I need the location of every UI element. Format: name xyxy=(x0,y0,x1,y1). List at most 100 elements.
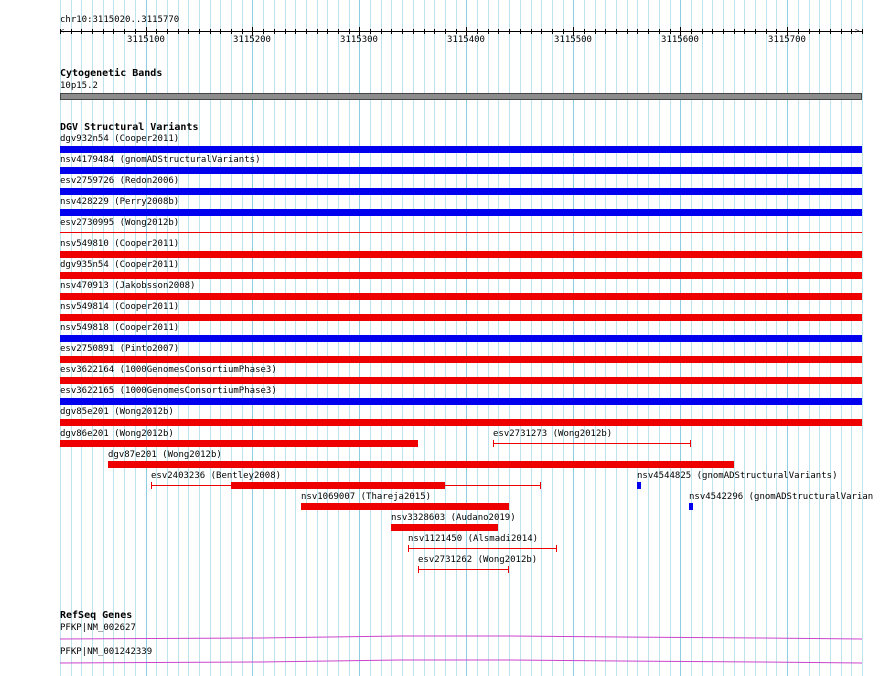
dgv-feature-bar[interactable] xyxy=(60,293,862,300)
dgv-feature-label: esv2731273 (Wong2012b) xyxy=(493,429,613,439)
ruler-minor-tick xyxy=(830,29,831,34)
ruler-minor-tick xyxy=(285,29,286,34)
ruler-minor-tick xyxy=(274,29,275,34)
dgv-feature-bar[interactable] xyxy=(108,461,734,468)
region-label: chr10:3115020..3115770 xyxy=(60,15,180,25)
dgv-feature-label: nsv3328603 (Audano2019) xyxy=(391,513,516,523)
dgv-feature-label: nsv549810 (Cooper2011) xyxy=(60,239,180,249)
ruler-minor-tick xyxy=(124,29,125,34)
ruler-minor-tick xyxy=(135,29,136,34)
dgv-track-title: DGV Structural Variants xyxy=(60,122,199,133)
dgv-feature-bar[interactable] xyxy=(60,251,862,258)
ruler-minor-tick xyxy=(424,29,425,34)
dgv-feature-cap xyxy=(540,482,541,489)
dgv-feature-bar[interactable] xyxy=(60,356,862,363)
ruler-minor-tick xyxy=(263,29,264,34)
dgv-feature-label: nsv1121450 (Alsmadi2014) xyxy=(408,534,539,544)
ruler-minor-tick xyxy=(167,29,168,34)
dgv-feature-bar[interactable] xyxy=(60,419,862,426)
ruler-minor-tick xyxy=(381,29,382,34)
ruler-minor-tick xyxy=(627,29,628,34)
ruler-minor-tick xyxy=(103,29,104,34)
dgv-feature-whisker[interactable] xyxy=(418,569,509,570)
dgv-feature-label: esv3622164 (1000GenomesConsortiumPhase3) xyxy=(60,365,277,375)
ruler-minor-tick xyxy=(595,29,596,34)
gene-intron-line xyxy=(60,635,862,640)
dgv-feature-label: nsv549818 (Cooper2011) xyxy=(60,323,180,333)
dgv-feature-bar[interactable] xyxy=(60,440,418,447)
dgv-feature-bar[interactable] xyxy=(60,335,862,342)
ruler-minor-tick xyxy=(541,29,542,34)
ruler-major-tick xyxy=(146,27,147,36)
dgv-feature-bar[interactable] xyxy=(60,188,862,195)
gene-intron-line xyxy=(60,659,862,664)
ruler-major-tick xyxy=(680,27,681,36)
dgv-feature-bar[interactable] xyxy=(60,232,862,233)
ruler-minor-tick xyxy=(841,29,842,34)
ruler-minor-tick xyxy=(370,29,371,34)
dgv-feature-label: dgv86e201 (Wong2012b) xyxy=(60,429,174,439)
ruler-minor-tick xyxy=(563,29,564,34)
ruler-minor-tick xyxy=(605,29,606,34)
dgv-feature-bar[interactable] xyxy=(60,377,862,384)
dgv-feature-bar[interactable] xyxy=(60,146,862,153)
dgv-feature-bar[interactable] xyxy=(60,167,862,174)
dgv-feature-whisker[interactable] xyxy=(493,443,691,444)
gene-label: PFKP|NM_002627 xyxy=(60,623,136,633)
dgv-feature-label: esv2731262 (Wong2012b) xyxy=(418,555,538,565)
ruler-minor-tick xyxy=(819,29,820,34)
ruler-minor-tick xyxy=(317,29,318,34)
ruler-minor-tick xyxy=(199,29,200,34)
ruler-minor-tick xyxy=(413,29,414,34)
dgv-feature-label: nsv428229 (Perry2008b) xyxy=(60,197,180,207)
ruler-minor-tick xyxy=(327,29,328,34)
cytoband-bar[interactable] xyxy=(60,93,862,100)
ruler-minor-tick xyxy=(776,29,777,34)
dgv-feature-bar[interactable] xyxy=(60,272,862,279)
ruler-major-tick xyxy=(466,27,467,36)
ruler-tick-label: 3115700 xyxy=(768,35,806,45)
gene-model[interactable] xyxy=(60,633,862,641)
dgv-feature-label: esv2759726 (Redon2006) xyxy=(60,176,180,186)
ruler-minor-tick xyxy=(178,29,179,34)
ruler-minor-tick xyxy=(531,29,532,34)
gene-model[interactable] xyxy=(60,657,862,665)
ruler-minor-tick xyxy=(584,29,585,34)
ruler-minor-tick xyxy=(691,29,692,34)
ruler-minor-tick xyxy=(659,29,660,34)
dgv-feature-bar[interactable] xyxy=(60,398,862,405)
dgv-feature-bar[interactable] xyxy=(60,209,862,216)
ruler-minor-tick xyxy=(92,29,93,34)
ruler-minor-tick xyxy=(723,29,724,34)
dgv-feature-label: nsv4544825 (gnomADStructuralVariants) xyxy=(637,471,838,481)
dgv-feature-bar[interactable] xyxy=(391,524,498,531)
ruler-minor-tick xyxy=(744,29,745,34)
ruler-minor-tick xyxy=(755,29,756,34)
dgv-feature-bar[interactable] xyxy=(301,503,509,510)
dgv-feature-label: dgv932n54 (Cooper2011) xyxy=(60,134,180,144)
dgv-feature-bar[interactable] xyxy=(60,314,862,321)
dgv-feature-label: esv2730995 (Wong2012b) xyxy=(60,218,180,228)
dgv-feature-bar[interactable] xyxy=(689,503,693,510)
dgv-feature-bar[interactable] xyxy=(637,482,641,489)
dgv-feature-cap xyxy=(408,545,409,552)
ruler-minor-tick xyxy=(349,29,350,34)
dgv-feature-cap xyxy=(418,566,419,573)
ruler-minor-tick xyxy=(113,29,114,34)
ruler-minor-tick xyxy=(488,29,489,34)
dgv-feature-core[interactable] xyxy=(231,482,445,489)
ruler-minor-tick xyxy=(809,29,810,34)
ruler-minor-tick xyxy=(477,29,478,34)
grid-line xyxy=(862,0,863,676)
ruler-minor-tick xyxy=(862,29,863,34)
dgv-feature-label: dgv935n54 (Cooper2011) xyxy=(60,260,180,270)
ruler-minor-tick xyxy=(434,29,435,34)
dgv-feature-label: esv3622165 (1000GenomesConsortiumPhase3) xyxy=(60,386,277,396)
dgv-feature-label: dgv85e201 (Wong2012b) xyxy=(60,407,174,417)
ruler-major-tick xyxy=(252,27,253,36)
dgv-feature-label: esv2403236 (Bentley2008) xyxy=(151,471,282,481)
ruler-minor-tick xyxy=(851,29,852,34)
dgv-feature-whisker[interactable] xyxy=(408,548,557,549)
ruler-minor-tick xyxy=(445,29,446,34)
ruler-minor-tick xyxy=(231,29,232,34)
